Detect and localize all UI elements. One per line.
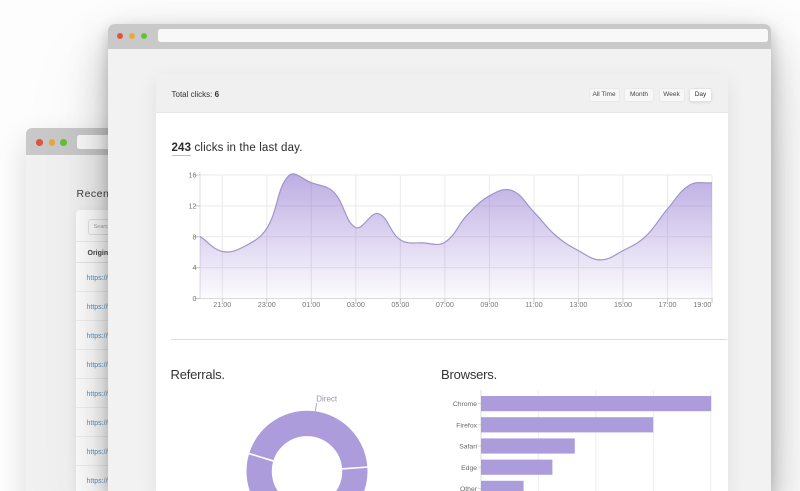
svg-text:01:00: 01:00 [302, 300, 320, 309]
svg-text:Firefox: Firefox [456, 422, 477, 429]
svg-text:Chrome: Chrome [453, 401, 477, 408]
svg-text:16: 16 [189, 171, 197, 180]
svg-text:8: 8 [193, 232, 197, 241]
svg-text:11:00: 11:00 [525, 300, 542, 309]
svg-text:17:00: 17:00 [658, 300, 676, 309]
svg-text:Safari: Safari [459, 444, 477, 451]
svg-text:09:00: 09:00 [480, 300, 498, 309]
svg-text:23:00: 23:00 [258, 300, 276, 309]
svg-text:05:00: 05:00 [391, 300, 409, 309]
svg-text:07:00: 07:00 [436, 300, 454, 309]
svg-text:Other: Other [460, 486, 478, 491]
svg-text:03:00: 03:00 [347, 300, 365, 309]
svg-text:21:00: 21:00 [213, 300, 231, 309]
svg-text:19:00: 19:00 [693, 300, 711, 309]
svg-text:Edge: Edge [461, 465, 477, 472]
svg-text:15:00: 15:00 [614, 300, 632, 309]
svg-text:13:00: 13:00 [569, 300, 587, 309]
svg-text:4: 4 [193, 263, 197, 272]
svg-text:Direct: Direct [317, 395, 339, 404]
svg-text:0: 0 [193, 294, 197, 303]
svg-text:12: 12 [189, 201, 197, 210]
